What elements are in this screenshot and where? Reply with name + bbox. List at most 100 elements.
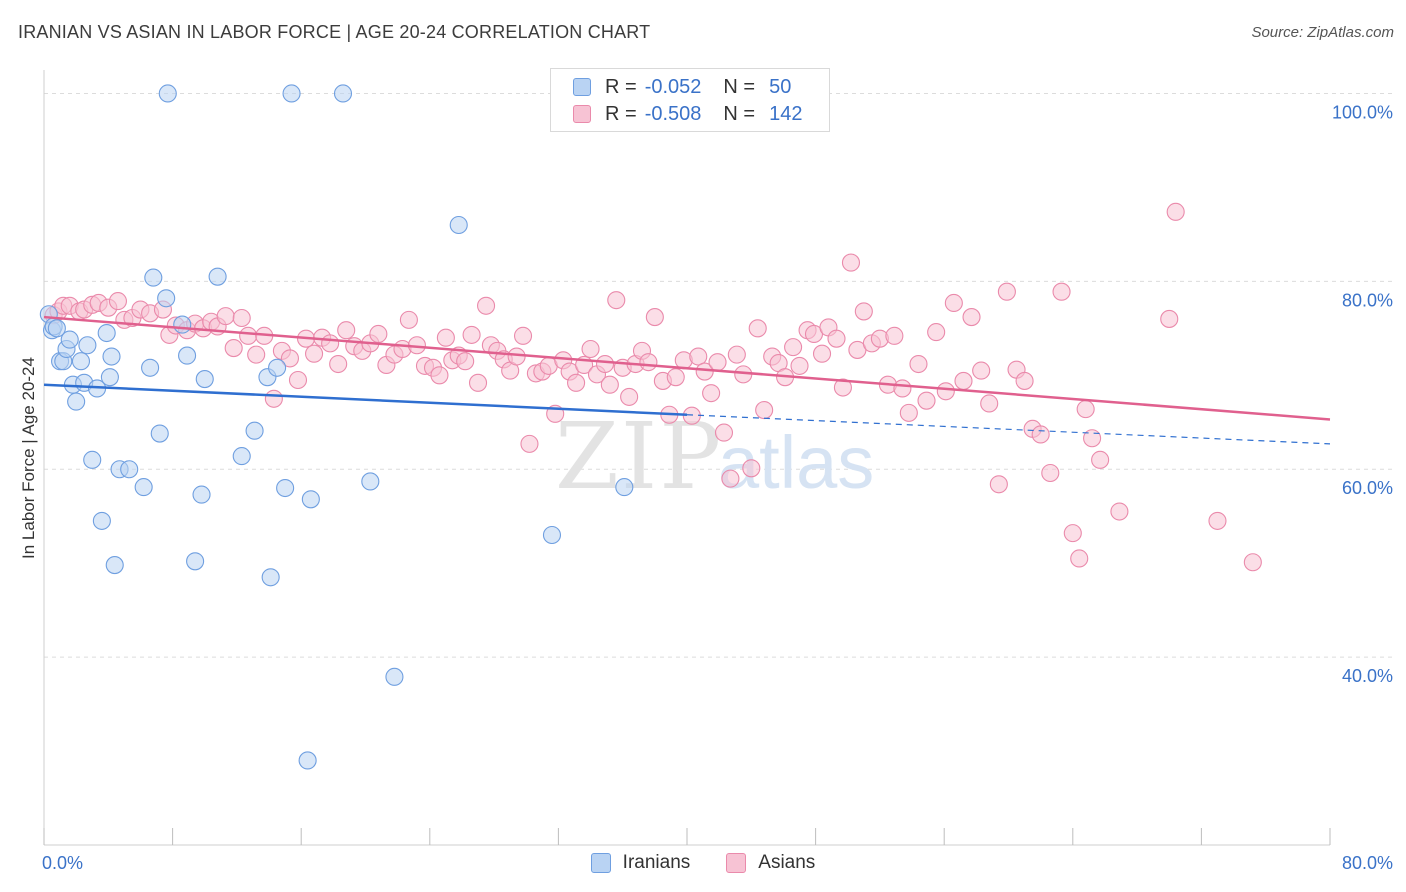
asians-point: [1031, 425, 1050, 444]
iranians-point: [298, 751, 317, 770]
asians-point: [1208, 511, 1227, 530]
asians-point: [962, 308, 981, 327]
asians-point: [1070, 549, 1089, 568]
svg-text:atlas: atlas: [718, 421, 874, 504]
asians-point: [899, 403, 918, 422]
asians-point: [468, 373, 488, 392]
iranians-point: [67, 392, 86, 411]
asians-point: [513, 326, 533, 345]
asians-point: [1063, 524, 1082, 543]
asians-point: [893, 379, 912, 398]
asians-point: [721, 469, 740, 488]
asians-point: [708, 353, 727, 372]
asians-point: [812, 344, 832, 363]
iranians-point: [83, 450, 102, 469]
asians-point: [645, 308, 664, 327]
asians-point: [689, 347, 708, 366]
iranians-point: [542, 525, 562, 545]
asians-point: [1160, 309, 1179, 328]
trend-lines: [43, 315, 1331, 445]
asians-point: [980, 394, 999, 413]
iranians-point: [47, 319, 66, 338]
y-axis-title: In Labor Force | Age 20-24: [19, 357, 38, 559]
iranians-point: [141, 358, 160, 377]
r-label: R =: [605, 75, 637, 98]
asians-point: [742, 459, 761, 478]
asians-point: [1166, 202, 1185, 221]
iranians-trend-extension: [686, 414, 1331, 445]
tick-labels: 100.0% 80.0% 60.0% 40.0% 0.0% 80.0%: [42, 102, 1393, 873]
asians-point: [944, 293, 963, 313]
asians-point: [917, 391, 936, 410]
asians-point: [232, 308, 251, 328]
asians-point: [727, 345, 746, 364]
asians-point: [972, 361, 991, 380]
asians-point: [224, 339, 243, 358]
asians-point: [885, 326, 904, 345]
asians-point: [748, 319, 767, 338]
iranians-point: [276, 478, 295, 498]
iranians-point: [261, 568, 280, 587]
iranians-point: [78, 336, 97, 355]
asians-point: [833, 378, 852, 397]
iranians-point: [134, 478, 153, 497]
iranians-series: [39, 84, 634, 770]
asians-point: [1076, 400, 1095, 419]
legend-row-iranians: R = -0.052 N = 50: [573, 75, 791, 99]
iranians-point: [192, 485, 211, 504]
asians-swatch: [573, 105, 591, 123]
iranians-point: [173, 315, 192, 334]
iranians-point: [158, 84, 177, 103]
asians-point: [321, 334, 340, 353]
iranians-point: [102, 347, 121, 366]
asians-point: [1083, 429, 1102, 448]
asians-legend-swatch: [726, 853, 747, 873]
iranians-point: [385, 667, 404, 686]
asians-point: [507, 347, 526, 366]
iranians-point: [208, 267, 227, 286]
asians-trend-line: [43, 315, 1331, 421]
asians-point: [790, 356, 809, 375]
iranians-point: [301, 490, 320, 509]
iranians-point: [144, 268, 163, 287]
asians-point: [997, 282, 1016, 301]
iranians-point: [268, 358, 287, 377]
iranians-point: [245, 421, 264, 440]
asians-point: [247, 345, 266, 364]
asians-point: [607, 291, 626, 310]
axis-layer: [43, 70, 1331, 846]
correlation-legend: R = -0.052 N = 50 R = -0.508 N = 142: [550, 68, 830, 132]
legend-item-asians[interactable]: Asians: [726, 852, 815, 874]
iranians-point: [105, 556, 124, 575]
asians-point: [436, 328, 455, 347]
asians-point: [239, 326, 258, 345]
asians-point: [1041, 463, 1060, 483]
asians-point: [714, 423, 734, 442]
iranians-point: [100, 368, 119, 387]
asians-point: [936, 382, 955, 401]
asians-point: [280, 349, 299, 368]
asians-point: [430, 366, 449, 385]
asians-point: [702, 384, 721, 403]
legend-item-iranians[interactable]: Iranians: [590, 852, 690, 874]
asians-point: [827, 329, 846, 348]
asians-point: [399, 310, 418, 329]
legend-label-asians: Asians: [758, 852, 816, 873]
asians-point: [927, 323, 946, 342]
asians-point: [755, 401, 774, 420]
source-credit: Source: ZipAtlas.com: [1251, 24, 1394, 41]
iranians-point: [333, 84, 353, 103]
iranians-point: [60, 330, 79, 349]
n-value: 142: [769, 102, 803, 125]
asians-point: [264, 389, 283, 408]
iranians-point: [282, 84, 301, 103]
asians-point: [337, 321, 356, 340]
asians-point: [666, 368, 685, 387]
y-tick-label: 40.0%: [1342, 666, 1393, 686]
asians-point: [854, 302, 873, 321]
iranians-point: [449, 215, 468, 235]
y-tick-label: 80.0%: [1342, 290, 1393, 310]
asians-point: [841, 253, 861, 272]
iranians-point: [157, 289, 176, 308]
asians-point: [600, 375, 619, 394]
